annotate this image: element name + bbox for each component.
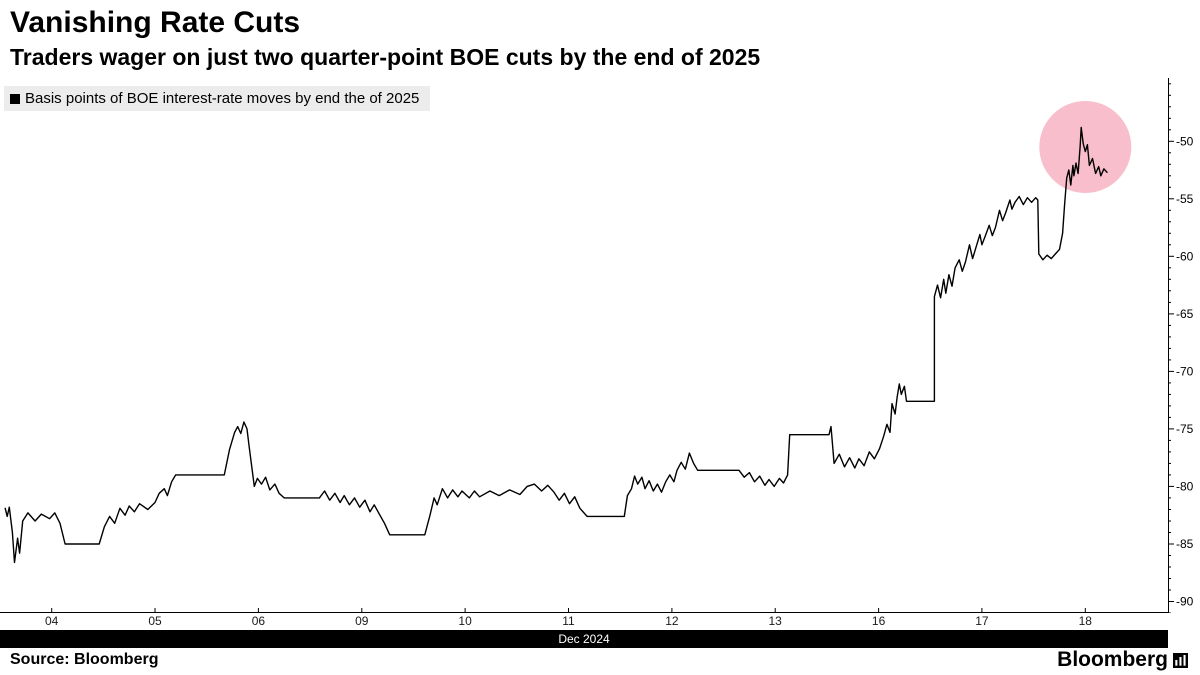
chart-subtitle: Traders wager on just two quarter-point … (10, 44, 761, 70)
chart-area: Basis points of BOE interest-rate moves … (0, 78, 1200, 614)
y-axis: -50 -55 -60 -65 -70 -75 -80 -85 -90 (1168, 78, 1200, 614)
header: Vanishing Rate Cuts Traders wager on jus… (0, 0, 1200, 78)
bloomberg-logo: Bloomberg (1057, 648, 1188, 672)
x-axis-band: Dec 2024 (0, 630, 1168, 648)
x-tick-label: 06 (251, 614, 266, 628)
y-tick-label: -80 (1176, 479, 1194, 493)
x-tick-label: 18 (1078, 614, 1092, 628)
bloomberg-mark-icon (1173, 652, 1188, 668)
rate-moves-line (4, 126, 1108, 564)
x-tick-label: 13 (768, 614, 782, 628)
y-axis-canvas: -50 -55 -60 -65 -70 -75 -80 -85 -90 (1168, 78, 1194, 614)
chart-title: Vanishing Rate Cuts (10, 6, 301, 39)
y-tick-label: -50 (1176, 134, 1194, 148)
x-tick-label: 04 (45, 614, 59, 628)
x-tick-label: 16 (871, 614, 886, 628)
y-tick-label: -90 (1176, 595, 1194, 609)
x-tick-label: 05 (148, 614, 162, 628)
x-axis-labels: 04 05 06 09 10 11 12 13 16 17 18 (0, 613, 1168, 630)
y-tick-label: -70 (1176, 364, 1194, 378)
x-axis-period-label: Dec 2024 (558, 632, 610, 646)
y-tick-label: -85 (1176, 537, 1194, 551)
legend-series-label: Basis points of BOE interest-rate moves … (25, 90, 420, 107)
x-tick-label: 10 (458, 614, 472, 628)
x-tick-label: 17 (975, 614, 989, 628)
source-label: Source: Bloomberg (10, 651, 159, 668)
y-tick-label: -55 (1176, 192, 1194, 206)
y-tick-label: -60 (1176, 249, 1194, 263)
y-tick-label: -75 (1176, 422, 1194, 436)
y-tick-label: -65 (1176, 307, 1194, 321)
x-tick-label: 11 (562, 614, 575, 628)
x-tick-label: 12 (665, 614, 679, 628)
bloomberg-wordmark: Bloomberg (1057, 648, 1168, 671)
x-tick-label: 09 (355, 614, 369, 628)
legend: Basis points of BOE interest-rate moves … (4, 86, 431, 111)
plot-canvas (0, 101, 1168, 613)
footer: Source: Bloomberg Bloomberg (0, 648, 1200, 675)
plot-region: Basis points of BOE interest-rate moves … (0, 78, 1168, 613)
legend-series-marker-icon (10, 93, 20, 104)
highlight-circle (1039, 101, 1132, 193)
